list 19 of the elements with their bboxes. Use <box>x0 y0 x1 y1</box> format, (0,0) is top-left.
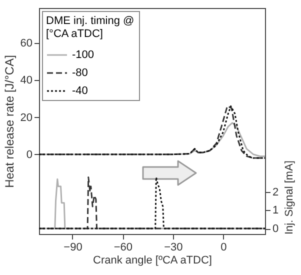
y-tick-label: 20 <box>20 112 32 124</box>
y2-tick-label: 2 <box>272 186 279 198</box>
y-tick-label: 60 <box>20 38 32 50</box>
line-series <box>38 105 266 159</box>
y-tick-label: 0 <box>26 148 32 161</box>
y2-tick-label: 0 <box>272 223 279 236</box>
y2-tick-label: 1 <box>272 204 279 217</box>
legend-label: -40 <box>72 85 88 97</box>
x-axis-title: Crank angle [ºCA aTDC] <box>93 254 212 266</box>
x-tick-label: 0 <box>220 242 227 254</box>
y-tick-label: 40 <box>20 74 32 87</box>
x-tick-label: −30 <box>164 242 183 254</box>
y-axis-title: Heat release rate [J/°CA] <box>2 55 16 188</box>
x-tick-label: −90 <box>64 242 82 254</box>
x-tick-label: −60 <box>114 242 133 254</box>
legend-label: -80 <box>72 67 88 79</box>
legend-label: -100 <box>72 49 94 61</box>
y2-axis-title: Inj. Signal [mA] <box>284 160 296 234</box>
legend-title: DME inj. timing @ [°CA aTDC] <box>46 15 134 40</box>
